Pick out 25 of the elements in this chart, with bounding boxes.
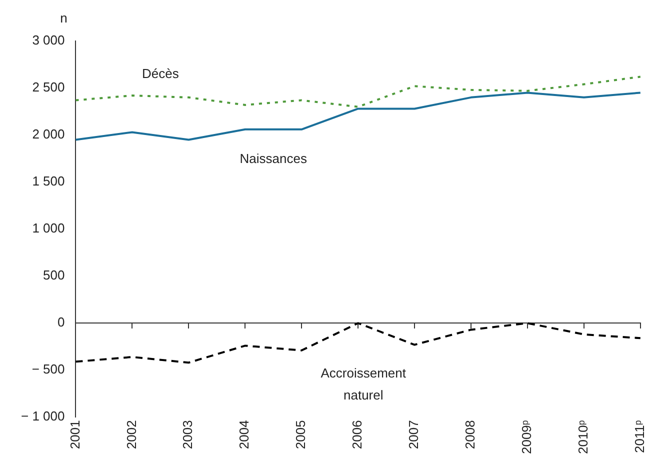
series-label: Accroissement naturel — [320, 366, 406, 403]
x-tick-label: 2010ᵖ — [576, 420, 591, 454]
x-tick-label: 2009ᵖ — [519, 420, 534, 454]
y-tick-label: 3 000 — [32, 32, 65, 48]
x-tick-label: 2003 — [180, 420, 196, 450]
series-label: Naissances — [240, 150, 308, 166]
x-tick-label: 2006 — [350, 420, 365, 450]
y-tick-label: 1 500 — [32, 174, 65, 189]
x-tick-label: 2007 — [406, 420, 422, 450]
x-tick-label: 2005 — [293, 420, 308, 450]
y-tick-label: 500 — [43, 268, 65, 283]
line-series — [74, 322, 642, 364]
series-label: Décès — [142, 66, 180, 82]
x-tick-label: 2002 — [124, 420, 139, 450]
y-tick-label: 1 000 — [32, 220, 65, 236]
x-tick-label: 2001 — [67, 420, 82, 450]
x-tick-label: 2008 — [462, 420, 478, 450]
y-tick-label: − 500 — [32, 362, 65, 377]
y-tick-label: 2 500 — [32, 80, 65, 95]
y-tick-label: 0 — [58, 314, 65, 330]
x-tick-label: 2004 — [236, 420, 252, 450]
y-tick-label: − 1 000 — [20, 408, 65, 424]
y-axis-title: n — [60, 10, 68, 26]
x-tick-label: 2011ᵖ — [632, 420, 647, 454]
y-tick-label: 2 000 — [32, 126, 65, 142]
